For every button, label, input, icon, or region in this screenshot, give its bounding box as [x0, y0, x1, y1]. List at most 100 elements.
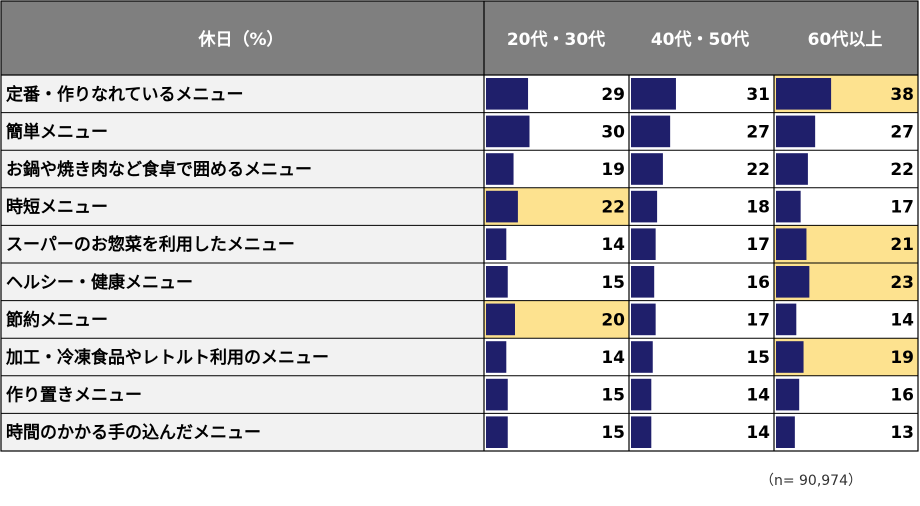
row-label: 定番・作りなれているメニュー: [6, 84, 244, 105]
row-label-cell: [1, 338, 484, 376]
data-bar: [776, 303, 797, 336]
data-bar: [776, 153, 808, 185]
row-label-cell: [1, 150, 484, 188]
grid-lines: [0, 0, 919, 452]
text-group: 休日（%） 20代・30代 40代・50代 60代以上 （n= 90,974） …: [5, 29, 914, 489]
row-label: ヘルシー・健康メニュー: [6, 272, 193, 293]
data-label: 16: [746, 273, 770, 293]
row-label: スーパーのお惣菜を利用したメニュー: [6, 234, 295, 255]
data-label: 20: [601, 310, 625, 330]
data-bar: [776, 190, 801, 223]
data-bar: [776, 115, 816, 148]
data-label: 14: [890, 310, 914, 330]
data-bar: [631, 78, 676, 110]
data-bar: [776, 78, 832, 110]
data-bar: [776, 416, 795, 448]
data-bar: [486, 303, 515, 336]
value-cell: [629, 375, 774, 414]
row-label-cell: [1, 300, 484, 339]
data-bar: [631, 190, 658, 223]
data-label: 31: [746, 85, 770, 105]
row-label: 作り置きメニュー: [6, 385, 142, 406]
data-label: 17: [890, 198, 914, 218]
value-cell: [484, 413, 629, 451]
data-bar: [631, 266, 655, 298]
data-label: 27: [746, 122, 770, 142]
data-label: 21: [890, 235, 914, 255]
data-bar: [486, 228, 507, 260]
value-cell: [774, 300, 918, 339]
data-label: 18: [746, 198, 770, 218]
data-label: 13: [890, 423, 914, 443]
data-label: 15: [601, 386, 625, 406]
data-label: 23: [890, 273, 914, 293]
data-label: 17: [746, 310, 770, 330]
data-label: 19: [601, 160, 625, 180]
data-bar: [631, 341, 653, 373]
row-label-cell: [1, 375, 484, 414]
row-label: 簡単メニュー: [5, 121, 108, 142]
value-cell: [484, 338, 629, 376]
row-label: お鍋や焼き肉など食卓で囲めるメニュー: [6, 159, 312, 180]
row-label-cell: [1, 187, 484, 226]
data-bar: [486, 115, 530, 148]
data-bar: [776, 341, 804, 373]
data-label: 29: [601, 85, 625, 105]
data-bar: [486, 341, 507, 373]
data-label: 14: [601, 235, 625, 255]
row-label: 時短メニュー: [6, 197, 108, 218]
data-bar: [486, 378, 508, 411]
row-label-cell: [1, 75, 484, 113]
value-cell: [629, 413, 774, 451]
data-label: 16: [890, 386, 914, 406]
row-label-cell: [1, 225, 484, 263]
data-label: 15: [601, 273, 625, 293]
data-label: 14: [746, 386, 770, 406]
value-cell: [484, 263, 629, 301]
data-bar: [776, 228, 807, 260]
data-label: 22: [746, 160, 770, 180]
data-bar: [631, 115, 671, 148]
data-bar: [486, 190, 518, 223]
data-bar: [631, 378, 652, 411]
value-cell: [629, 338, 774, 376]
data-label: 22: [601, 198, 625, 218]
data-label: 22: [890, 160, 914, 180]
row-label-cell: [1, 263, 484, 301]
data-label: 15: [746, 348, 770, 368]
data-bar: [631, 416, 652, 448]
column-header-1: 40代・50代: [651, 29, 749, 50]
column-header-2: 60代以上: [808, 29, 883, 50]
data-label: 19: [890, 348, 914, 368]
data-bar: [776, 266, 810, 298]
value-cell: [484, 225, 629, 263]
data-bar: [486, 416, 508, 448]
data-bar: [486, 78, 529, 110]
data-bar: [631, 303, 656, 336]
row-label: 時間のかかる手の込んだメニュー: [6, 422, 261, 443]
row-label-cell: [1, 413, 484, 451]
column-header-0: 20代・30代: [507, 29, 605, 50]
header-background: [1, 1, 918, 75]
data-bar: [776, 378, 800, 411]
value-cell: [774, 413, 918, 451]
data-bar: [631, 153, 663, 185]
row-label-cell: [1, 112, 484, 151]
data-bar: [486, 153, 514, 185]
bars-group: [486, 78, 832, 448]
data-bar: [631, 228, 656, 260]
data-label: 14: [601, 348, 625, 368]
value-cell: [484, 375, 629, 414]
data-label: 27: [890, 122, 914, 142]
data-label: 38: [890, 85, 914, 105]
data-bar: [486, 266, 508, 298]
table-title: 休日（%）: [197, 29, 283, 50]
table-border: [0, 0, 919, 452]
sample-size-note: （n= 90,974）: [760, 473, 862, 489]
data-label: 15: [601, 423, 625, 443]
row-label: 節約メニュー: [5, 309, 108, 330]
data-label: 30: [601, 122, 625, 142]
data-label: 17: [746, 235, 770, 255]
data-label: 14: [746, 423, 770, 443]
